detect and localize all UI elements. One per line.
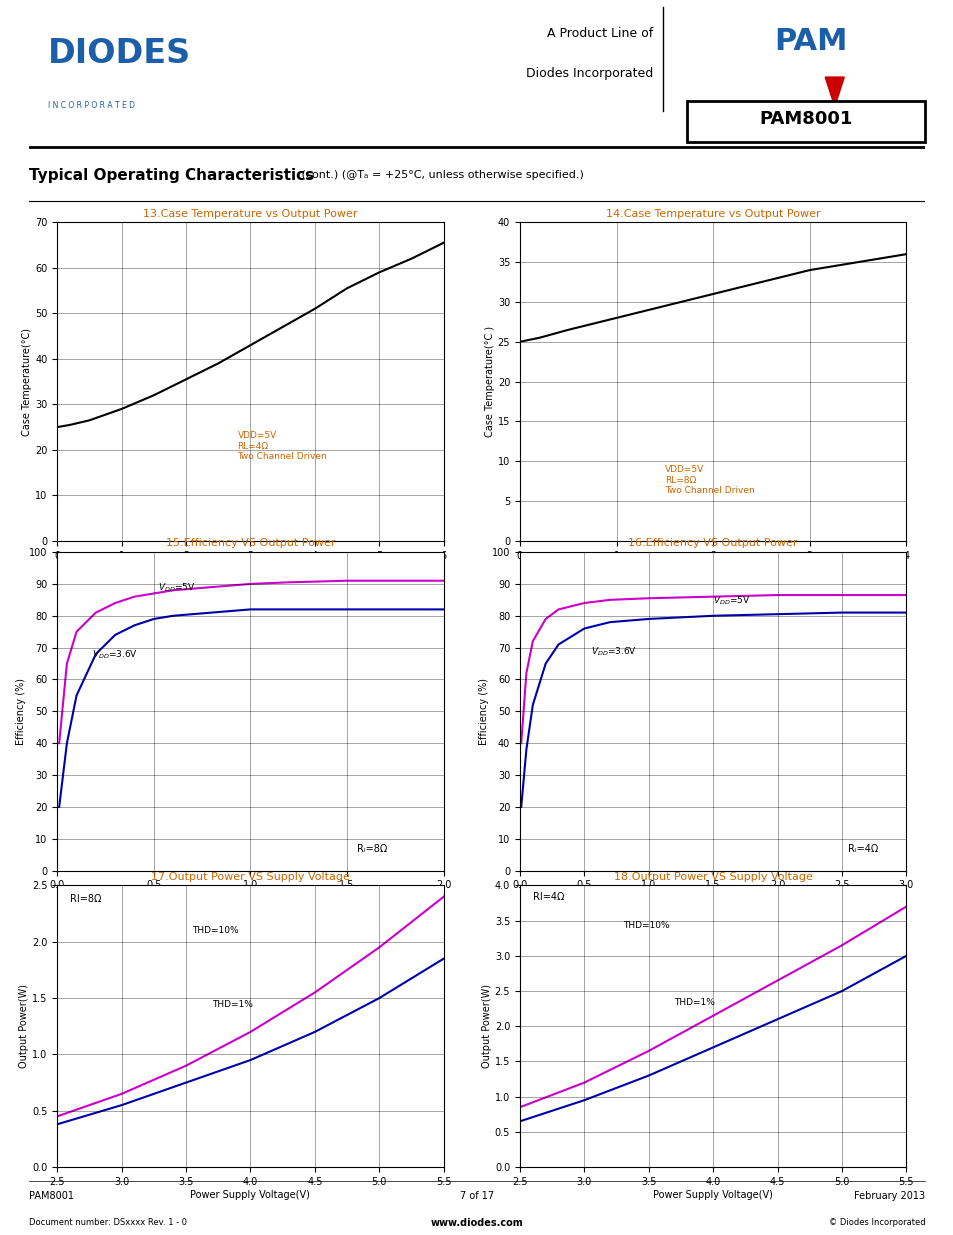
Text: PAM8001: PAM8001	[759, 110, 852, 127]
Text: Rₗ=8Ω: Rₗ=8Ω	[356, 844, 387, 853]
Text: February 2013: February 2013	[853, 1191, 924, 1200]
Text: (cont.) (@Tₐ = +25°C, unless otherwise specified.): (cont.) (@Tₐ = +25°C, unless otherwise s…	[297, 170, 583, 180]
Text: THD=1%: THD=1%	[212, 1000, 253, 1009]
Y-axis label: Case Temperature(°C): Case Temperature(°C)	[22, 327, 32, 436]
Text: 7 of 17: 7 of 17	[459, 1191, 494, 1200]
Title: 18.Output Power VS Supply Voltage: 18.Output Power VS Supply Voltage	[613, 872, 812, 882]
Text: RI=8Ω: RI=8Ω	[71, 894, 101, 904]
Title: 14.Case Temperature vs Output Power: 14.Case Temperature vs Output Power	[605, 209, 820, 219]
Y-axis label: Output Power(W): Output Power(W)	[19, 984, 30, 1068]
Text: RI=4Ω: RI=4Ω	[532, 892, 563, 902]
Text: $V_{DD}$=5V: $V_{DD}$=5V	[157, 582, 195, 594]
Text: VDD=5V
RL=4Ω
Two Channel Driven: VDD=5V RL=4Ω Two Channel Driven	[237, 431, 327, 461]
Text: A Product Line of: A Product Line of	[547, 27, 653, 40]
X-axis label: Output Pow er (W): Output Pow er (W)	[667, 893, 758, 903]
Text: THD=10%: THD=10%	[622, 921, 669, 930]
Polygon shape	[824, 77, 843, 106]
Text: PAM: PAM	[773, 27, 847, 56]
Title: 13.Case Temperature vs Output Power: 13.Case Temperature vs Output Power	[143, 209, 357, 219]
X-axis label: Output Power(W): Output Power(W)	[208, 563, 293, 573]
Text: $V_{DD}$=3.6V: $V_{DD}$=3.6V	[590, 645, 637, 657]
Text: DIODES: DIODES	[48, 37, 191, 70]
Y-axis label: Efficiency (%): Efficiency (%)	[16, 678, 27, 745]
Text: THD=1%: THD=1%	[674, 998, 715, 1008]
Text: $V_{DD}$=5V: $V_{DD}$=5V	[713, 594, 750, 606]
X-axis label: Power Supply Voltage(V): Power Supply Voltage(V)	[191, 1189, 310, 1199]
Text: Document number: DSxxxx Rev. 1 - 0: Document number: DSxxxx Rev. 1 - 0	[29, 1218, 187, 1226]
Title: 15.Efficiency VS Output Power: 15.Efficiency VS Output Power	[166, 538, 335, 548]
Y-axis label: Case Temperature(°C ): Case Temperature(°C )	[484, 326, 495, 437]
Y-axis label: Output Power(W): Output Power(W)	[481, 984, 492, 1068]
Text: VDD=5V
RL=8Ω
Two Channel Driven: VDD=5V RL=8Ω Two Channel Driven	[664, 466, 754, 495]
Y-axis label: Efficiency (%): Efficiency (%)	[478, 678, 489, 745]
X-axis label: Power Supply Voltage(V): Power Supply Voltage(V)	[653, 1189, 772, 1199]
Bar	[686, 101, 924, 142]
Text: Typical Operating Characteristics: Typical Operating Characteristics	[29, 168, 314, 183]
Text: $V_{DD}$=3.6V: $V_{DD}$=3.6V	[91, 648, 138, 661]
Title: 17.Output Power VS Supply Voltage: 17.Output Power VS Supply Voltage	[151, 872, 350, 882]
X-axis label: Output Power (W): Output Power (W)	[207, 893, 294, 903]
Text: Diodes Incorporated: Diodes Incorporated	[526, 67, 653, 80]
Text: PAM8001: PAM8001	[29, 1191, 73, 1200]
X-axis label: Output Power(W): Output Power(W)	[670, 563, 755, 573]
Text: Rₗ=4Ω: Rₗ=4Ω	[847, 844, 878, 853]
Text: I N C O R P O R A T E D: I N C O R P O R A T E D	[48, 101, 134, 110]
Text: www.diodes.com: www.diodes.com	[430, 1218, 523, 1228]
Text: © Diodes Incorporated: © Diodes Incorporated	[828, 1218, 924, 1226]
Text: THD=10%: THD=10%	[193, 926, 239, 935]
Title: 16.Efficiency VS Output Power: 16.Efficiency VS Output Power	[628, 538, 797, 548]
